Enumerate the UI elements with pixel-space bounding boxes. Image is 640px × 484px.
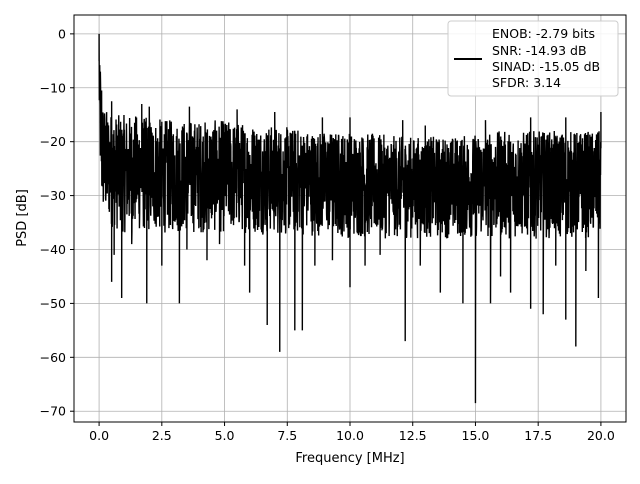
x-tick-label: 17.5 (524, 428, 552, 443)
y-tick-label: −50 (40, 296, 66, 311)
x-tick-label: 10.0 (336, 428, 364, 443)
x-tick-label: 20.0 (587, 428, 615, 443)
legend-line-sfdr: SFDR: 3.14 (492, 75, 561, 90)
x-tick-label: 5.0 (215, 428, 235, 443)
legend-line-snr: SNR: -14.93 dB (492, 43, 587, 58)
y-tick-label: −70 (40, 404, 66, 419)
y-tick-label: −60 (40, 350, 66, 365)
legend-line-enob: ENOB: -2.79 bits (492, 26, 595, 41)
x-axis-label: Frequency [MHz] (295, 451, 404, 466)
y-tick-label: −20 (40, 134, 66, 149)
y-tick-label: −30 (40, 188, 66, 203)
x-tick-label: 15.0 (462, 428, 490, 443)
legend-box (447, 20, 619, 97)
x-tick-label: 7.5 (277, 428, 297, 443)
series-layer (98, 33, 602, 404)
x-tick-label: 2.5 (152, 428, 172, 443)
psd-trace (98, 33, 602, 404)
y-tick-label: 0 (58, 26, 66, 41)
legend-line-sinad: SINAD: -15.05 dB (492, 59, 600, 74)
x-tick-label: 12.5 (399, 428, 427, 443)
x-axis-ticks: 0.0 2.5 5.0 7.5 10.0 12.5 15.0 17.5 20.0 (89, 422, 615, 443)
y-tick-label: −40 (40, 242, 66, 257)
y-axis-label: PSD [dB] (15, 189, 30, 247)
y-tick-label: −10 (40, 80, 66, 95)
legend: ENOB: -2.79 bits SNR: -14.93 dB SINAD: -… (447, 20, 619, 97)
x-tick-label: 0.0 (89, 428, 109, 443)
y-axis-ticks: 0 −10 −20 −30 −40 −50 −60 −70 (40, 26, 74, 419)
